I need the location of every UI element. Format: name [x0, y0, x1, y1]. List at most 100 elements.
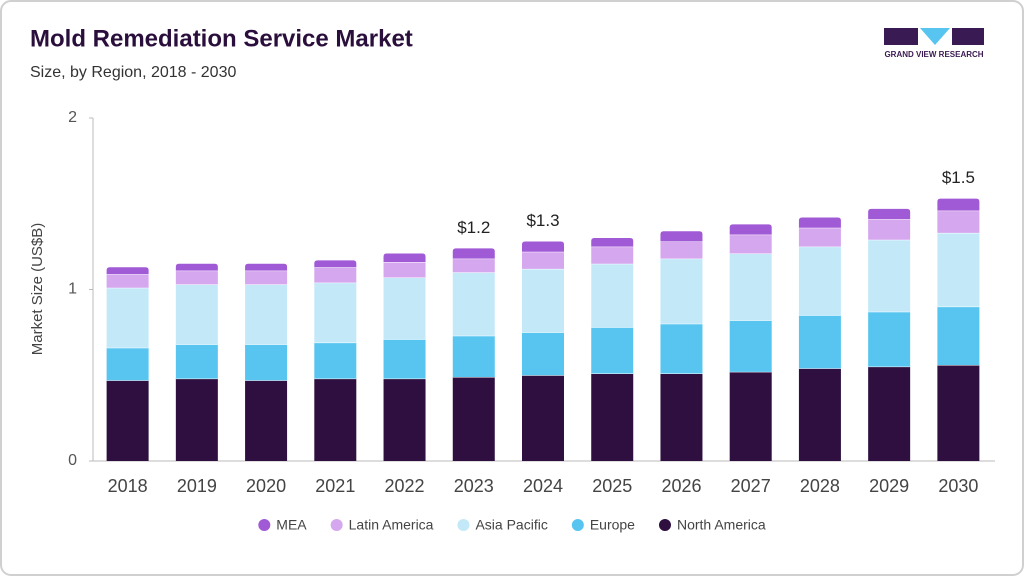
bar-segment [522, 268, 564, 333]
total-label: $1.3 [526, 211, 559, 230]
bar-segment [591, 263, 634, 328]
legend-label: Europe [590, 517, 635, 533]
total-label: $1.5 [942, 168, 975, 187]
bar-segment [660, 373, 703, 461]
bar-segment [798, 217, 841, 228]
bar-segment [314, 267, 357, 283]
bar-segment [175, 378, 218, 461]
bar-segment [106, 380, 149, 461]
x-tick-label: 2026 [661, 476, 701, 496]
bar-segment [868, 208, 911, 220]
bar-segment [452, 258, 495, 273]
x-tick-label: 2027 [731, 476, 771, 496]
bar-segment [937, 364, 980, 461]
x-tick-label: 2030 [938, 476, 978, 496]
legend-marker [571, 519, 584, 531]
bar-segment [660, 231, 703, 242]
x-tick-label: 2029 [869, 476, 909, 496]
legend-marker [330, 519, 343, 531]
bar-segment [868, 366, 911, 461]
bar-segment [175, 263, 218, 271]
x-tick-label: 2020 [246, 476, 286, 496]
bar-segment [798, 368, 841, 461]
bar-segment [452, 376, 495, 461]
bar-segment [452, 248, 495, 259]
bar-segment [314, 282, 357, 343]
bar-segment [729, 371, 772, 461]
x-tick-label: 2021 [315, 476, 355, 496]
bar-segment [106, 287, 149, 348]
bar-segment [314, 342, 357, 379]
bar-segment [660, 258, 703, 324]
bar-segment [175, 270, 218, 285]
bar-segment [660, 323, 703, 374]
logo-block [884, 28, 918, 45]
total-label: $1.2 [457, 218, 490, 237]
bar-segment [383, 378, 426, 461]
chart-subtitle: Size, by Region, 2018 - 2030 [30, 64, 236, 81]
bar-segment [591, 327, 634, 374]
x-tick-label: 2019 [177, 476, 217, 496]
bar-segment [106, 267, 149, 275]
x-tick-label: 2024 [523, 476, 563, 496]
y-tick-label: 0 [68, 452, 77, 469]
bar-segment [937, 232, 980, 307]
bar-segment [175, 284, 218, 345]
x-tick-label: 2025 [592, 476, 632, 496]
bar-segment [522, 241, 564, 252]
legend-label: Asia Pacific [475, 517, 547, 533]
bar-segment [383, 253, 426, 263]
legend-marker [258, 519, 271, 531]
bar-segment [868, 219, 911, 240]
y-tick-label: 1 [68, 281, 77, 298]
bar-segment [868, 311, 911, 367]
bar-segment [314, 260, 357, 268]
bar-segment [591, 238, 634, 247]
logo: GRAND VIEW RESEARCH [884, 28, 984, 59]
bar-segment [798, 227, 841, 247]
bar-segment [383, 262, 426, 278]
bar-segment [106, 347, 149, 381]
bar-segment [729, 234, 772, 254]
bar-segment [245, 263, 288, 271]
bar-segment [522, 375, 564, 461]
legend-label: North America [677, 517, 766, 533]
legend-marker [658, 519, 671, 531]
bar-segment [383, 339, 426, 379]
bar-segment [522, 251, 564, 269]
bar-segment [798, 246, 841, 316]
bar-segment [314, 378, 357, 461]
bar-segment [106, 274, 149, 288]
bar-segment [937, 198, 980, 211]
legend-marker [457, 519, 470, 531]
bar-segment [798, 315, 841, 369]
bar-segment [175, 344, 218, 379]
logo-block [952, 28, 984, 45]
y-tick-label: 2 [68, 109, 77, 126]
x-tick-label: 2028 [800, 476, 840, 496]
bar-segment [937, 210, 980, 233]
bar-segment [729, 253, 772, 321]
bar-segment [729, 320, 772, 372]
bar-segment [522, 332, 564, 376]
chart-title: Mold Remediation Service Market [30, 25, 413, 52]
bar-segment [591, 246, 634, 264]
bar-segment [245, 380, 288, 461]
bar-segment [591, 373, 634, 461]
legend-label: MEA [276, 517, 307, 533]
bar-segment [245, 344, 288, 381]
logo-text: GRAND VIEW RESEARCH [884, 50, 983, 59]
bar-segment [937, 306, 980, 365]
bar-segment [245, 284, 288, 345]
bar-segment [452, 335, 495, 377]
bar-segment [383, 277, 426, 340]
legend-label: Latin America [349, 517, 434, 533]
bar-segment [245, 270, 288, 285]
bar-segment [660, 241, 703, 259]
logo-triangle [920, 28, 950, 45]
bar-segment [868, 239, 911, 312]
bar-segment [729, 224, 772, 235]
x-tick-label: 2022 [385, 476, 425, 496]
x-tick-label: 2023 [454, 476, 494, 496]
